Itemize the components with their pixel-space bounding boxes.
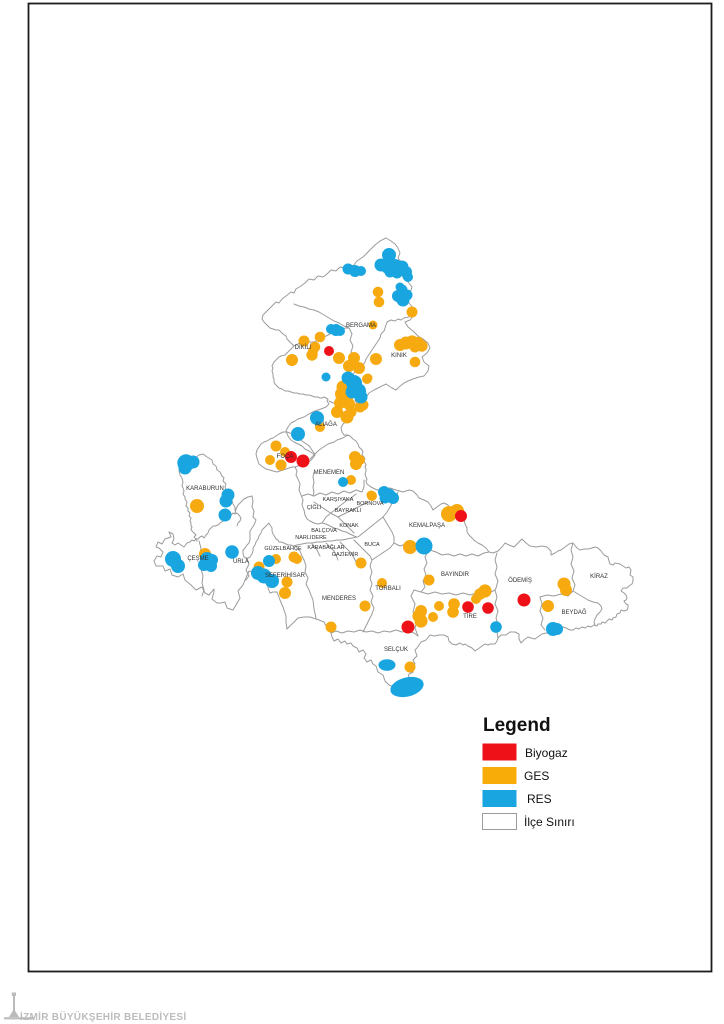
svg-text:KARABAĞLAR: KARABAĞLAR xyxy=(307,544,344,551)
svg-text:BORNOVA: BORNOVA xyxy=(356,501,383,507)
svg-text:KARŞIYAKA: KARŞIYAKA xyxy=(323,497,354,503)
svg-text:FOÇA: FOÇA xyxy=(277,454,294,460)
svg-text:DİKİLİ: DİKİLİ xyxy=(295,344,312,351)
svg-text:GES: GES xyxy=(524,769,549,783)
svg-text:BAYINDIR: BAYINDIR xyxy=(441,572,470,578)
svg-text:ÇEŞME: ÇEŞME xyxy=(187,556,208,562)
svg-text:SEFERİHİSAR: SEFERİHİSAR xyxy=(265,572,306,579)
svg-text:BUCA: BUCA xyxy=(364,542,380,548)
svg-text:BALÇOVA: BALÇOVA xyxy=(311,528,337,534)
svg-text:ÇİĞLİ: ÇİĞLİ xyxy=(307,504,322,511)
svg-text:İZMİR BÜYÜKŞEHİR BELEDİYESİ: İZMİR BÜYÜKŞEHİR BELEDİYESİ xyxy=(20,1010,186,1023)
svg-text:KINIK: KINIK xyxy=(391,353,407,359)
svg-text:BERGAMA: BERGAMA xyxy=(346,323,376,329)
svg-text:MENEMEN: MENEMEN xyxy=(314,470,345,476)
svg-text:KİRAZ: KİRAZ xyxy=(590,573,608,580)
svg-text:Biyogaz: Biyogaz xyxy=(525,746,568,760)
svg-text:BEYDAĞ: BEYDAĞ xyxy=(561,609,586,616)
svg-text:MENDERES: MENDERES xyxy=(322,596,356,602)
svg-text:KEMALPAŞA: KEMALPAŞA xyxy=(409,523,445,529)
svg-text:TORBALI: TORBALI xyxy=(375,586,401,592)
svg-text:SELÇUK: SELÇUK xyxy=(384,647,408,653)
svg-text:TİRE: TİRE xyxy=(463,613,477,620)
svg-text:İlçe Sınırı: İlçe Sınırı xyxy=(524,815,575,829)
svg-text:ALİAĞA: ALİAĞA xyxy=(315,421,337,428)
svg-text:BAYRAKLI: BAYRAKLI xyxy=(335,508,362,514)
svg-text:URLA: URLA xyxy=(233,559,249,565)
svg-text:GÜZELBAHÇE: GÜZELBAHÇE xyxy=(264,545,302,552)
svg-text:GAZİEMİR: GAZİEMİR xyxy=(332,551,359,558)
svg-text:RES: RES xyxy=(527,792,552,806)
svg-text:NARLIDERE: NARLIDERE xyxy=(295,535,327,541)
svg-text:Legend: Legend xyxy=(483,715,551,736)
svg-text:KONAK: KONAK xyxy=(339,523,359,529)
svg-text:ÖDEMİŞ: ÖDEMİŞ xyxy=(508,577,532,584)
svg-text:KARABURUN: KARABURUN xyxy=(186,486,224,492)
